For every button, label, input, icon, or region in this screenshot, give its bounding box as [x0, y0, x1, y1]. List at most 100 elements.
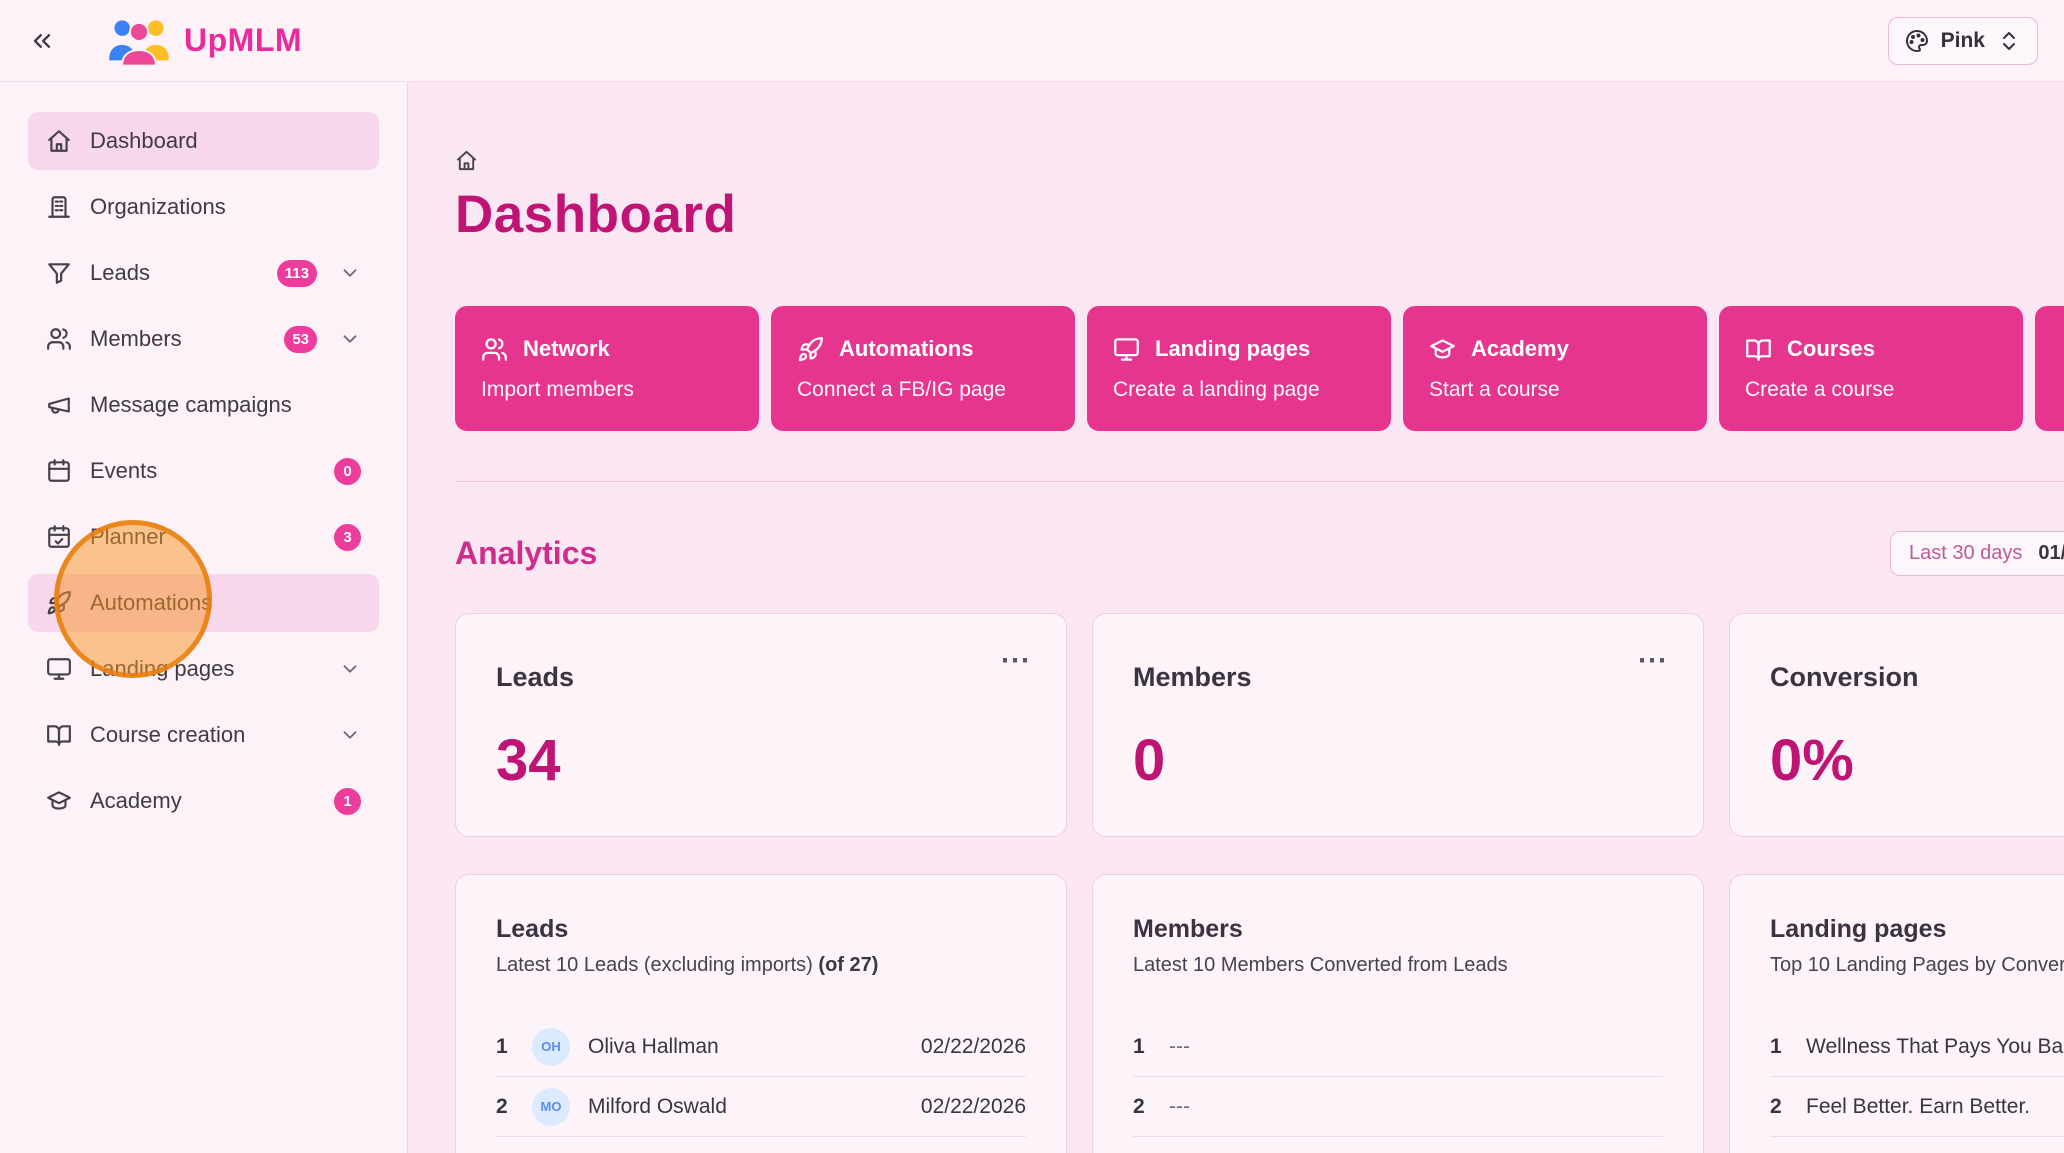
- theme-select[interactable]: Pink: [1887, 16, 2038, 65]
- sidebar-item-members[interactable]: Members 53: [28, 310, 379, 368]
- date-range-label: Last 30 days: [1909, 542, 2023, 564]
- row-number: 1: [1770, 1034, 1782, 1058]
- row-number: 2: [1133, 1094, 1145, 1118]
- sidebar-item-label: Members: [90, 326, 182, 351]
- date-range-value: 01/2: [2038, 542, 2064, 564]
- count-badge: 3: [334, 523, 361, 551]
- home-icon: [46, 128, 72, 154]
- count-badge: 1: [334, 787, 361, 815]
- book-open-icon: [1745, 336, 1772, 363]
- sidebar-item-message-campaigns[interactable]: Message campaigns: [28, 376, 379, 434]
- list-subtitle: Latest 10 Members Converted from Leads: [1133, 954, 1508, 976]
- chevron-down-icon: [339, 262, 361, 284]
- list-item[interactable]: 1 OH Oliva Hallman 02/22/2026: [496, 1017, 1026, 1077]
- top-bar: UpMLM Pink: [0, 0, 2064, 82]
- sidebar-item-academy[interactable]: Academy 1: [28, 772, 379, 830]
- count-badge: 0: [334, 457, 361, 485]
- planner-icon: [46, 524, 72, 550]
- list-title: Landing pages: [1770, 915, 1947, 943]
- quick-action-automations[interactable]: Automations Connect a FB/IG page: [771, 306, 1075, 431]
- sidebar-item-label: Events: [90, 458, 158, 483]
- sidebar-item-label: Academy: [90, 788, 182, 813]
- sidebar-item-organizations[interactable]: Organizations: [28, 178, 379, 236]
- logo-text: UpMLM: [184, 22, 303, 58]
- quick-action-landing-pages[interactable]: Landing pages Create a landing page: [1087, 306, 1391, 431]
- analytics-heading: Analytics: [455, 535, 598, 571]
- list-card-members: Members Latest 10 Members Converted from…: [1092, 874, 1704, 1153]
- section-divider: [455, 481, 2064, 482]
- more-options-button[interactable]: ⋯: [1637, 644, 1669, 677]
- quick-actions-row: Network Import members Automations Conne…: [455, 306, 2064, 431]
- stat-title: Conversion: [1770, 662, 1919, 692]
- quick-action-academy[interactable]: Academy Start a course: [1403, 306, 1707, 431]
- quick-action-courses[interactable]: Courses Create a course: [1719, 306, 2023, 431]
- logo-people-icon: [108, 15, 170, 67]
- stat-card-conversion: Conversion 0%: [1729, 613, 2064, 837]
- sidebar-item-dashboard[interactable]: Dashboard: [28, 112, 379, 170]
- chevrons-up-down-icon: [1997, 29, 2021, 53]
- list-title: Leads: [496, 915, 569, 943]
- chevrons-left-icon: [28, 27, 56, 55]
- row-number: 1: [496, 1034, 508, 1058]
- avatar: OH: [532, 1027, 570, 1066]
- users-icon: [481, 336, 508, 363]
- member-name: ---: [1169, 1094, 1190, 1118]
- quick-action-network[interactable]: Network Import members: [455, 306, 759, 431]
- stat-value: 34: [496, 728, 561, 793]
- stat-title: Leads: [496, 662, 575, 692]
- list-item[interactable]: 2 MO Milford Oswald 02/22/2026: [496, 1077, 1026, 1137]
- sidebar: Dashboard Organizations Leads 113 Member…: [0, 82, 408, 1153]
- calendar-icon: [46, 458, 72, 484]
- list-item[interactable]: 1 ---: [1133, 1017, 1663, 1077]
- quick-action-title: Automations: [839, 336, 974, 361]
- megaphone-icon: [46, 392, 72, 418]
- list-item[interactable]: 2 Feel Better. Earn Better.: [1770, 1077, 2064, 1137]
- list-item[interactable]: 1 Wellness That Pays You Back: [1770, 1017, 2064, 1077]
- quick-action-title: Courses: [1787, 336, 1876, 361]
- sidebar-item-label: Automations: [90, 590, 213, 615]
- quick-action-subtitle: Start a course: [1429, 377, 1560, 401]
- sidebar-item-course-creation[interactable]: Course creation: [28, 706, 379, 764]
- count-badge: 53: [284, 325, 317, 353]
- quick-action-subtitle: Create a landing page: [1113, 377, 1320, 401]
- sidebar-item-planner[interactable]: Planner 3: [28, 508, 379, 566]
- quick-action-subtitle: Import members: [481, 377, 634, 401]
- building-icon: [46, 194, 72, 220]
- stat-value: 0%: [1770, 728, 1854, 793]
- list-item[interactable]: 2 ---: [1133, 1077, 1663, 1137]
- stat-card-members: Members ⋯ 0: [1092, 613, 1704, 837]
- sidebar-item-label: Dashboard: [90, 128, 198, 153]
- book-open-icon: [46, 722, 72, 748]
- count-badge: 113: [276, 259, 317, 287]
- main-content: Dashboard Network Import members Automat…: [408, 82, 2064, 1153]
- sidebar-item-events[interactable]: Events 0: [28, 442, 379, 500]
- lists-row: Leads Latest 10 Leads (excluding imports…: [455, 874, 2064, 1153]
- chevron-down-icon: [339, 658, 361, 680]
- sidebar-item-leads[interactable]: Leads 113: [28, 244, 379, 302]
- graduation-cap-icon: [46, 788, 72, 814]
- chevron-down-icon: [339, 724, 361, 746]
- quick-action-partial[interactable]: [2035, 306, 2064, 431]
- list-subtitle: Latest 10 Leads (excluding imports) (of …: [496, 954, 879, 976]
- monitor-icon: [1113, 336, 1140, 363]
- rocket-icon: [46, 590, 72, 616]
- sidebar-item-label: Organizations: [90, 194, 226, 219]
- page-title: Dashboard: [455, 185, 737, 244]
- home-breadcrumb[interactable]: [455, 149, 479, 172]
- analytics-header: Analytics Last 30 days 01/2: [455, 531, 2064, 579]
- app-logo[interactable]: UpMLM: [108, 15, 302, 67]
- date-range-filter[interactable]: Last 30 days 01/2: [1890, 531, 2064, 576]
- sidebar-collapse-button[interactable]: [0, 27, 84, 55]
- users-icon: [46, 326, 72, 352]
- sidebar-item-label: Planner: [90, 524, 166, 549]
- sidebar-item-label: Message campaigns: [90, 392, 292, 417]
- palette-icon: [1905, 29, 1929, 53]
- quick-action-subtitle: Create a course: [1745, 377, 1895, 401]
- sidebar-item-landing-pages[interactable]: Landing pages: [28, 640, 379, 698]
- landing-page-name: Feel Better. Earn Better.: [1806, 1094, 2031, 1118]
- rocket-icon: [797, 336, 824, 363]
- more-options-button[interactable]: ⋯: [1000, 644, 1032, 677]
- lead-name: Oliva Hallman: [588, 1034, 719, 1058]
- sidebar-item-automations[interactable]: Automations: [28, 574, 379, 632]
- row-number: 2: [496, 1094, 508, 1118]
